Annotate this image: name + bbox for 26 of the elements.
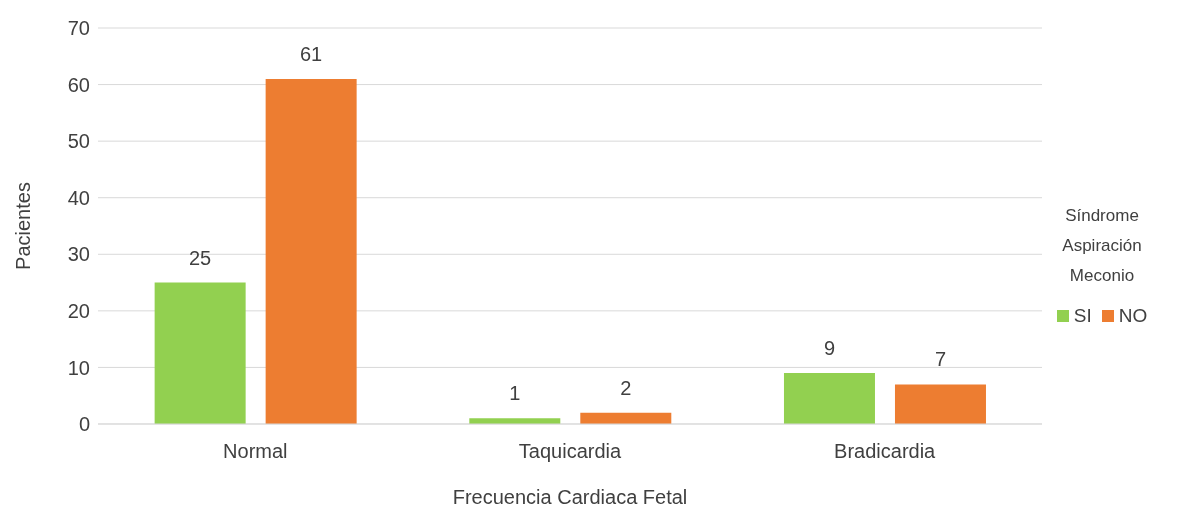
- bar: [783, 373, 875, 424]
- bar: [154, 282, 246, 424]
- x-tick-label: Taquicardia: [518, 440, 623, 463]
- x-tick-label: Bradicardia: [834, 440, 937, 463]
- x-axis-title: Frecuencia Cardiaca Fetal: [452, 486, 688, 508]
- data-label: 25: [189, 246, 212, 269]
- y-tick-label: 0: [78, 413, 90, 436]
- y-tick-label: 70: [67, 17, 90, 40]
- data-label: 2: [620, 376, 632, 399]
- data-label: 1: [509, 382, 521, 405]
- data-label: 61: [300, 42, 323, 65]
- y-tick-label: 50: [67, 130, 90, 153]
- data-label: 7: [934, 348, 947, 371]
- y-axis-title: Pacientes: [12, 182, 35, 270]
- y-tick-label: 30: [67, 243, 90, 266]
- legend-title: Síndrome Aspiración Meconio: [1061, 204, 1143, 287]
- x-tick-label: Normal: [223, 440, 288, 463]
- y-tick-label: 20: [67, 299, 90, 322]
- bar: [894, 384, 986, 424]
- y-tick-label: 40: [67, 186, 90, 209]
- y-tick-label: 10: [67, 356, 90, 379]
- data-label: 9: [823, 337, 836, 360]
- bar: [265, 78, 357, 424]
- y-tick-label: 60: [67, 73, 90, 96]
- legend-label: SI: [1072, 304, 1092, 327]
- legend-label: NO: [1117, 304, 1148, 327]
